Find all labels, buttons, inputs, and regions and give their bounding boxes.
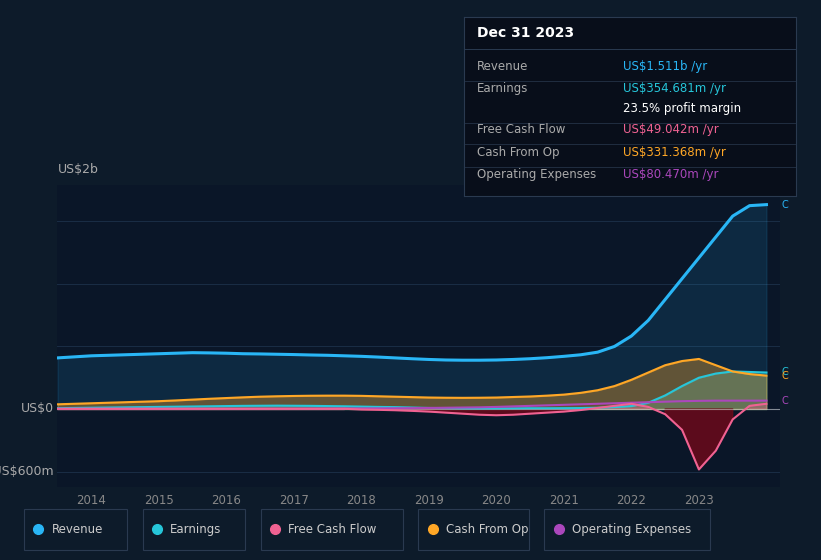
Text: 23.5% profit margin: 23.5% profit margin (623, 102, 741, 115)
Text: Cash From Op: Cash From Op (477, 147, 560, 160)
Text: C: C (782, 367, 788, 377)
Text: Cash From Op: Cash From Op (446, 522, 529, 536)
Text: Revenue: Revenue (52, 522, 103, 536)
Text: C: C (782, 199, 788, 209)
Text: US$2b: US$2b (57, 164, 99, 176)
Text: C: C (782, 371, 788, 381)
Text: US$80.470m /yr: US$80.470m /yr (623, 168, 719, 181)
Text: US$0: US$0 (21, 403, 54, 416)
Text: Operating Expenses: Operating Expenses (477, 168, 596, 181)
Text: Dec 31 2023: Dec 31 2023 (477, 26, 575, 40)
Text: Revenue: Revenue (477, 60, 529, 73)
Text: Earnings: Earnings (477, 82, 529, 95)
Text: US$49.042m /yr: US$49.042m /yr (623, 123, 719, 136)
Text: US$354.681m /yr: US$354.681m /yr (623, 82, 727, 95)
Text: -US$600m: -US$600m (0, 465, 54, 478)
Text: Free Cash Flow: Free Cash Flow (288, 522, 377, 536)
Text: US$1.511b /yr: US$1.511b /yr (623, 60, 708, 73)
Text: C: C (782, 396, 788, 405)
Text: Operating Expenses: Operating Expenses (572, 522, 691, 536)
Text: Earnings: Earnings (170, 522, 222, 536)
Text: US$331.368m /yr: US$331.368m /yr (623, 147, 727, 160)
Text: Free Cash Flow: Free Cash Flow (477, 123, 566, 136)
